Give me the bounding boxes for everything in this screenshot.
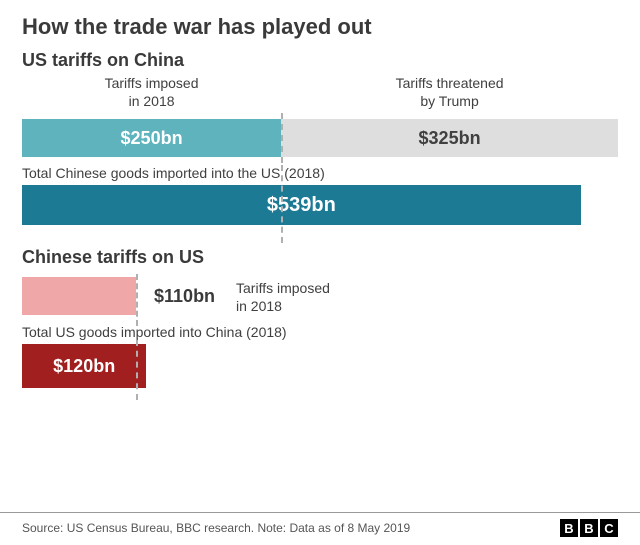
us-total-caption: Total Chinese goods imported into the US… [22, 165, 618, 181]
bbc-logo-c: C [600, 519, 618, 537]
cn-bar-zone: $110bn Tariffs imposedin 2018 Total US g… [22, 274, 618, 392]
bbc-logo-b2: B [580, 519, 598, 537]
cn-tariff-value: $110bn [154, 286, 215, 307]
cn-total-caption: Total US goods imported into China (2018… [22, 324, 618, 340]
us-seg-label-1: Tariffs threatenedby Trump [281, 75, 618, 110]
us-seg-0: $250bn [22, 119, 281, 157]
cn-dash-top [136, 274, 138, 326]
us-dash-top [281, 113, 283, 163]
cn-tariff-row: $110bn Tariffs imposedin 2018 [22, 274, 618, 318]
footer: Source: US Census Bureau, BBC research. … [0, 512, 640, 545]
us-bar-zone: Tariffs imposedin 2018 Tariffs threatene… [22, 75, 618, 225]
us-dash-bottom [281, 165, 283, 243]
page-title: How the trade war has played out [22, 14, 618, 40]
us-seg-1: $325bn [281, 119, 618, 157]
cn-tariff-bar [22, 277, 136, 315]
us-seg-label-0: Tariffs imposedin 2018 [22, 75, 281, 110]
cn-total-bar: $120bn [22, 344, 146, 388]
cn-tariff-label: Tariffs imposedin 2018 [236, 280, 330, 315]
us-heading: US tariffs on China [22, 50, 618, 71]
us-total-bar: $539bn [22, 185, 581, 225]
bbc-logo-b1: B [560, 519, 578, 537]
footer-text: Source: US Census Bureau, BBC research. … [22, 521, 410, 535]
cn-total-row: $120bn [22, 344, 618, 392]
cn-dash-bottom [136, 340, 138, 400]
us-split-bar: $250bn $325bn [22, 119, 618, 157]
bbc-logo: B B C [560, 519, 618, 537]
cn-heading: Chinese tariffs on US [22, 247, 618, 268]
